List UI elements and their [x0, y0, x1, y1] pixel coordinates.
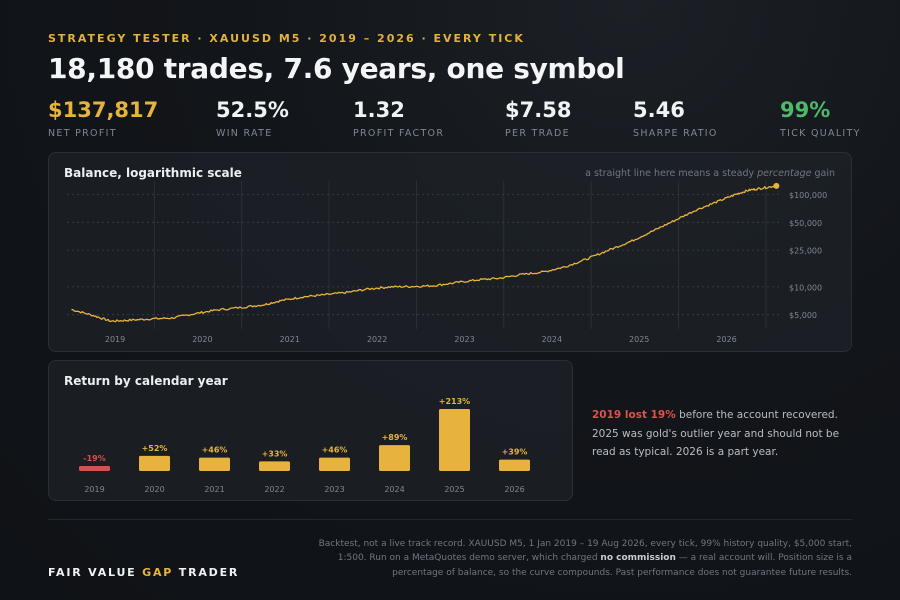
kpi-profit-factor: 1.32 PROFIT FACTOR [353, 98, 444, 139]
chart-title: Return by calendar year [64, 374, 228, 388]
x-tick-label: 2022 [367, 335, 387, 344]
kpi-value: 99% [780, 98, 831, 122]
bar-value-label: -19% [83, 454, 105, 463]
bar-category-label: 2020 [144, 485, 164, 494]
bar-category-label: 2024 [384, 485, 404, 494]
x-tick-label: 2026 [716, 335, 736, 344]
kpi-value: $137,817 [48, 98, 159, 122]
kpi-label: TICK QUALITY [780, 128, 861, 139]
x-tick-label: 2021 [280, 335, 300, 344]
bar-category-label: 2026 [504, 485, 524, 494]
kpi-label: PROFIT FACTOR [353, 128, 445, 139]
kpi-sharpe-ratio: 5.46 SHARPE RATIO [633, 98, 718, 139]
kpi-per-trade: $7.58 PER TRADE [505, 98, 571, 139]
year-bar [379, 445, 410, 471]
kpi-value: $7.58 [505, 98, 572, 122]
balance-line-chart: $5,000 $10,000 $25,000 $50,000 $100,000 2019 2… [67, 181, 827, 344]
bar-category-label: 2021 [204, 485, 224, 494]
balance-series-line [71, 185, 777, 323]
kpi-value: 52.5% [216, 98, 289, 122]
yearly-return-panel: Return by calendar year -19% 2019 +52% 2020… [48, 360, 573, 501]
side-note: 2019 lost 19% before the account recover… [592, 409, 840, 459]
kpi-label: WIN RATE [216, 128, 273, 139]
bar-value-label: +46% [202, 446, 228, 455]
year-bar [499, 459, 530, 471]
balance-end-point [773, 182, 780, 189]
bar-value-label: +52% [142, 444, 168, 453]
year-bar [139, 455, 170, 471]
x-tick-label: 2020 [192, 335, 212, 344]
kpi-label: PER TRADE [505, 128, 570, 139]
bar-value-label: +89% [382, 433, 408, 442]
brand-logo: FAIR VALUE GAP TRADER [48, 566, 240, 579]
footer-divider [48, 519, 852, 520]
y-tick-label: $50,000 [789, 219, 822, 228]
year-bar [439, 409, 470, 471]
x-tick-label: 2024 [542, 335, 562, 344]
chart-note: a straight line here means a steady perc… [585, 168, 835, 179]
year-bar [319, 457, 350, 471]
kpi-net-profit: $137,817 NET PROFIT [48, 98, 158, 139]
y-tick-label: $100,000 [789, 191, 827, 200]
kpi-label: SHARPE RATIO [633, 128, 718, 139]
kpi-win-rate: 52.5% WIN RATE [216, 98, 289, 139]
x-tick-label: 2023 [454, 335, 474, 344]
y-tick-label: $10,000 [789, 283, 822, 292]
balance-chart-panel: Balance, logarithmic scale a straight li… [48, 152, 852, 352]
kpi-value: 5.46 [633, 98, 685, 122]
kpi-value: 1.32 [353, 98, 405, 122]
chart-title: Balance, logarithmic scale [64, 166, 242, 180]
y-tick-label: $25,000 [789, 247, 822, 256]
x-tick-label: 2025 [629, 335, 649, 344]
bar-category-label: 2023 [324, 485, 344, 494]
bar-category-label: 2022 [264, 485, 284, 494]
bar-category-label: 2025 [444, 485, 464, 494]
yearly-return-bar-chart: -19% 2019 +52% 2020 +46% 2021 +33% 2022 +46% 2023… [79, 397, 530, 494]
year-bar [199, 457, 230, 471]
bar-value-label: +33% [262, 449, 288, 458]
year-bar [259, 461, 290, 471]
disclaimer: Backtest, not a live track record. XAUUS… [318, 539, 852, 578]
bar-value-label: +39% [502, 448, 528, 457]
x-tick-label: 2019 [105, 335, 125, 344]
kpi-label: NET PROFIT [48, 128, 117, 139]
bar-value-label: +213% [439, 397, 470, 406]
bar-value-label: +46% [322, 446, 348, 455]
year-bar [79, 466, 110, 471]
header-kicker: STRATEGY TESTER · XAUUSD M5 · 2019 – 202… [48, 32, 525, 45]
page-title: 18,180 trades, 7.6 years, one symbol [48, 52, 625, 85]
kpi-tick-quality: 99% TICK QUALITY [780, 98, 861, 139]
y-tick-label: $5,000 [789, 311, 817, 320]
bar-category-label: 2019 [84, 485, 104, 494]
